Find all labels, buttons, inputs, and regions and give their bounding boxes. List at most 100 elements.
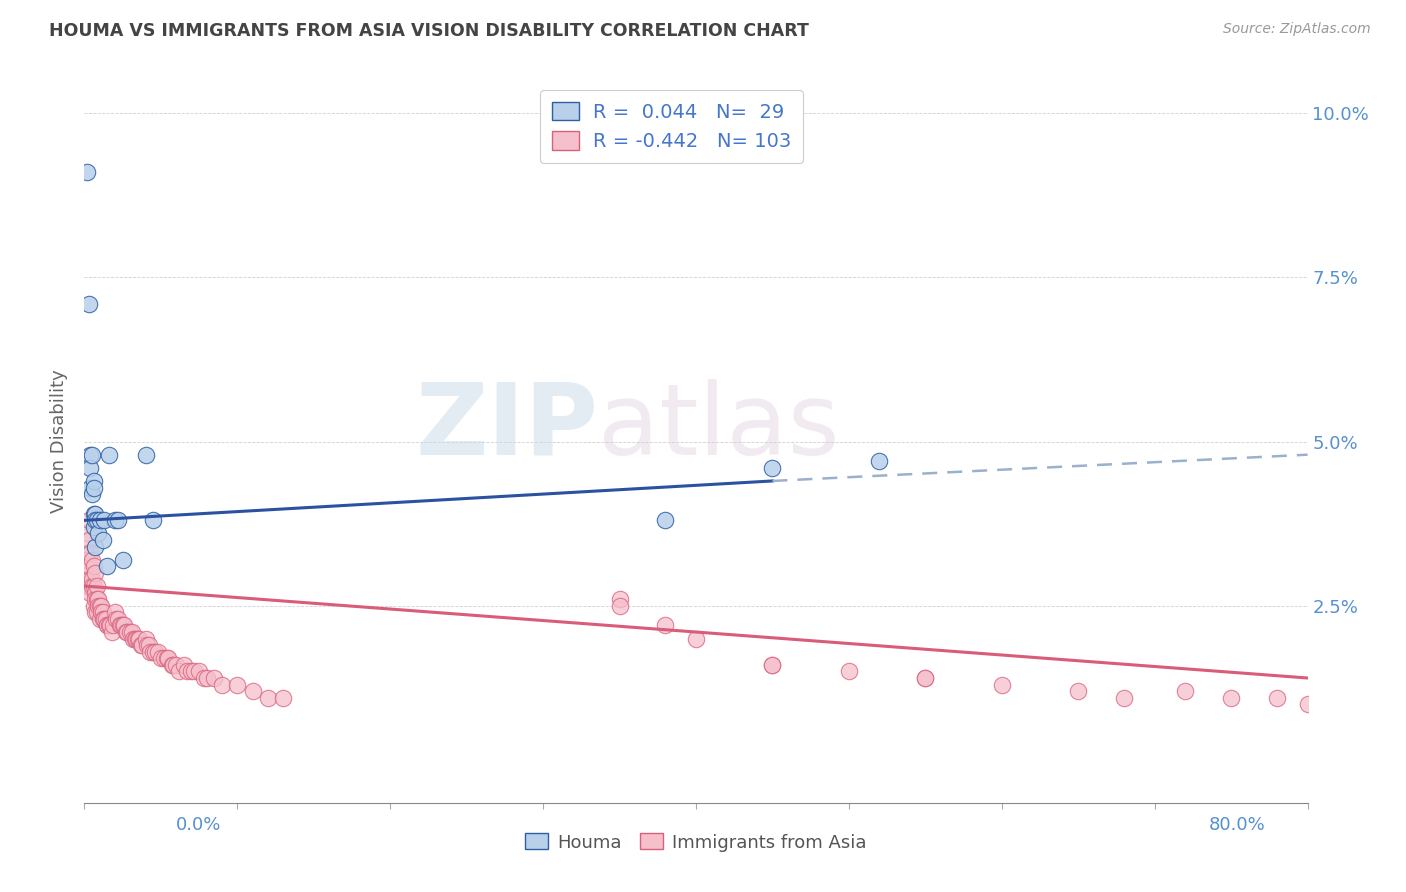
Point	[76, 553, 98, 567]
Point	[112, 618, 135, 632]
Point	[135, 448, 157, 462]
Point	[89, 599, 111, 613]
Point	[93, 612, 115, 626]
Point	[111, 553, 134, 567]
Point	[84, 513, 107, 527]
Point	[143, 645, 166, 659]
Text: 80.0%: 80.0%	[1209, 816, 1265, 834]
Point	[83, 474, 105, 488]
Point	[83, 579, 105, 593]
Point	[105, 612, 128, 626]
Point	[193, 671, 215, 685]
Point	[226, 677, 249, 691]
Point	[180, 665, 202, 679]
Point	[79, 448, 101, 462]
Point	[87, 599, 110, 613]
Point	[1220, 690, 1243, 705]
Point	[914, 671, 936, 685]
Point	[83, 599, 105, 613]
Point	[1114, 690, 1136, 705]
Point	[86, 513, 108, 527]
Point	[914, 671, 936, 685]
Point	[139, 645, 162, 659]
Point	[94, 612, 117, 626]
Y-axis label: Vision Disability: Vision Disability	[49, 369, 67, 514]
Point	[77, 579, 100, 593]
Point	[107, 513, 129, 527]
Point	[761, 657, 783, 672]
Point	[138, 638, 160, 652]
Point	[1067, 684, 1090, 698]
Point	[80, 553, 103, 567]
Point	[75, 546, 97, 560]
Point	[121, 625, 143, 640]
Point	[83, 559, 105, 574]
Text: atlas: atlas	[598, 378, 839, 475]
Text: HOUMA VS IMMIGRANTS FROM ASIA VISION DISABILITY CORRELATION CHART: HOUMA VS IMMIGRANTS FROM ASIA VISION DIS…	[49, 22, 808, 40]
Point	[761, 657, 783, 672]
Legend: Houma, Immigrants from Asia: Houma, Immigrants from Asia	[517, 826, 875, 859]
Point	[142, 513, 165, 527]
Point	[96, 618, 118, 632]
Point	[167, 665, 190, 679]
Point	[77, 559, 100, 574]
Point	[77, 296, 100, 310]
Point	[609, 599, 631, 613]
Point	[609, 592, 631, 607]
Point	[1174, 684, 1197, 698]
Point	[91, 533, 114, 547]
Text: Source: ZipAtlas.com: Source: ZipAtlas.com	[1223, 22, 1371, 37]
Point	[77, 533, 100, 547]
Point	[104, 513, 127, 527]
Point	[131, 638, 153, 652]
Point	[120, 625, 142, 640]
Point	[685, 632, 707, 646]
Point	[83, 507, 105, 521]
Point	[77, 513, 100, 527]
Point	[98, 618, 121, 632]
Point	[838, 665, 860, 679]
Point	[869, 454, 891, 468]
Point	[80, 573, 103, 587]
Point	[127, 632, 149, 646]
Point	[195, 671, 218, 685]
Point	[761, 460, 783, 475]
Point	[91, 605, 114, 619]
Point	[89, 612, 111, 626]
Point	[79, 481, 101, 495]
Point	[176, 665, 198, 679]
Point	[84, 540, 107, 554]
Point	[84, 507, 107, 521]
Point	[111, 618, 134, 632]
Point	[188, 665, 211, 679]
Point	[86, 579, 108, 593]
Point	[84, 592, 107, 607]
Point	[162, 657, 184, 672]
Text: ZIP: ZIP	[415, 378, 598, 475]
Point	[142, 645, 165, 659]
Point	[165, 657, 187, 672]
Point	[75, 573, 97, 587]
Point	[135, 632, 157, 646]
Point	[242, 684, 264, 698]
Point	[93, 513, 115, 527]
Point	[79, 546, 101, 560]
Point	[86, 605, 108, 619]
Point	[991, 677, 1014, 691]
Point	[257, 690, 280, 705]
Point	[157, 651, 180, 665]
Point	[1265, 690, 1288, 705]
Point	[654, 513, 676, 527]
Point	[153, 651, 176, 665]
Point	[84, 585, 107, 599]
Point	[183, 665, 205, 679]
Point	[103, 618, 125, 632]
Point	[124, 632, 146, 646]
Point	[97, 618, 120, 632]
Point	[84, 605, 107, 619]
Point	[87, 526, 110, 541]
Point	[80, 579, 103, 593]
Point	[96, 618, 118, 632]
Point	[91, 612, 114, 626]
Point	[84, 566, 107, 580]
